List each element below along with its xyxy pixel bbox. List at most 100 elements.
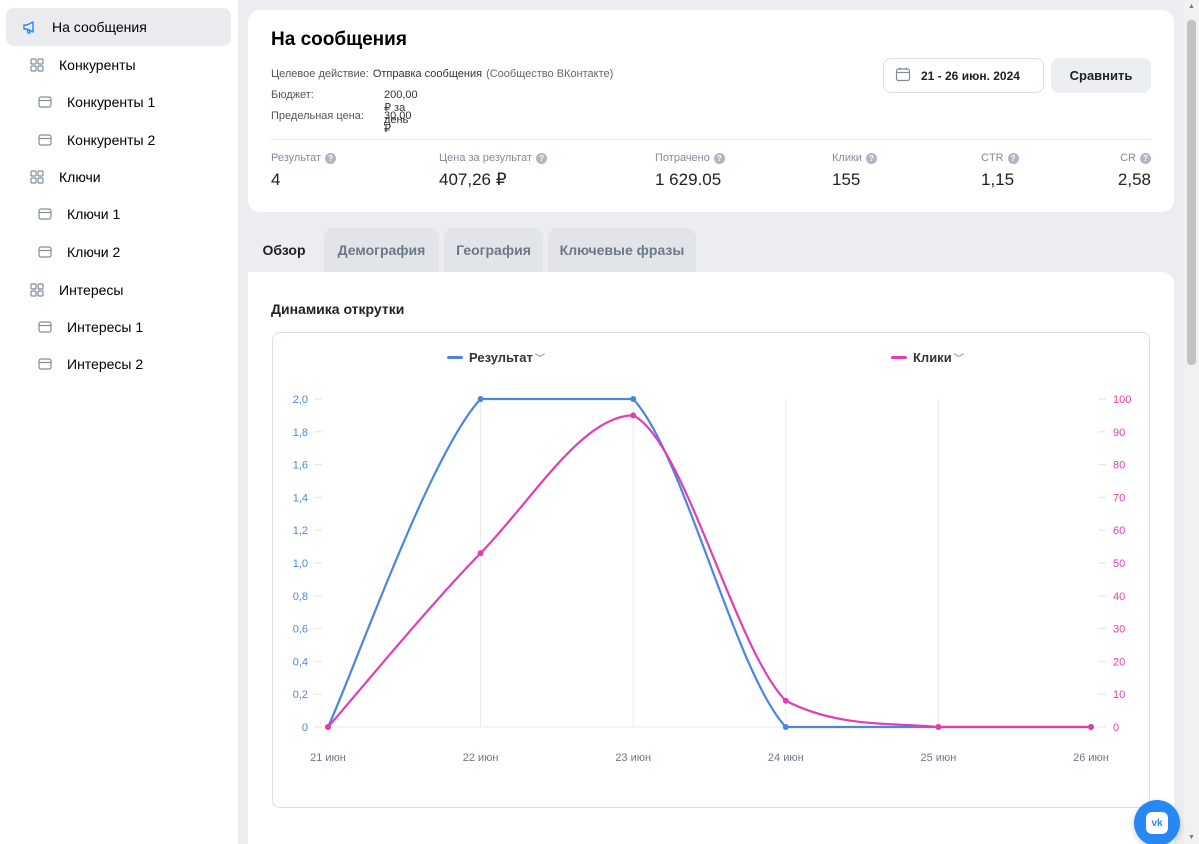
- date-range-picker[interactable]: 21 - 26 июн. 2024: [883, 58, 1044, 93]
- sidebar-item-label: Конкуренты 1: [67, 94, 156, 110]
- sidebar-item-na-soobshcheniya[interactable]: На сообщения: [6, 8, 231, 46]
- vk-support-button[interactable]: vk: [1134, 800, 1180, 844]
- stat-label: Результат: [271, 152, 322, 164]
- page-title: На сообщения: [271, 29, 407, 50]
- ad-card-icon: [37, 356, 53, 372]
- stat-value: 155: [832, 170, 861, 189]
- section-title: Динамика открутки: [271, 301, 405, 317]
- chevron-down-icon: ﹀: [534, 354, 545, 365]
- target-action-value: Отправка сообщения: [372, 68, 483, 80]
- stat-label: Клики: [832, 152, 862, 164]
- sidebar-item-interesy[interactable]: Интересы: [6, 271, 231, 309]
- max-price-row: Предельная цена: 30,00 ₽: [271, 110, 412, 135]
- scroll-thumb[interactable]: [1187, 20, 1196, 365]
- stat-label: CR: [1120, 152, 1136, 164]
- ad-card-icon: [37, 244, 53, 260]
- sidebar-item-konkurenty[interactable]: Конкуренты: [6, 46, 231, 84]
- sidebar-item-konkurenty-1[interactable]: Конкуренты 1: [6, 83, 231, 121]
- sidebar-item-label: На сообщения: [52, 19, 147, 35]
- y-left-tick-label: 1,8: [293, 427, 308, 439]
- tab-keywords[interactable]: Ключевые фразы: [548, 228, 696, 272]
- tab-demography[interactable]: Демография: [324, 228, 439, 272]
- y-left-tick-label: 1,0: [293, 558, 308, 570]
- y-right-tick-label: 70: [1113, 492, 1125, 504]
- budget-row: Бюджет: 200,00 ₽ за день: [271, 89, 418, 126]
- vk-logo-icon: vk: [1146, 812, 1168, 834]
- legend-result-label: Результат: [469, 350, 533, 365]
- sidebar-item-label: Конкуренты: [59, 57, 136, 73]
- y-right-tick-label: 0: [1113, 722, 1119, 734]
- tab-overview[interactable]: Обзор: [262, 242, 306, 258]
- page-scrollbar[interactable]: ▲ ▼: [1184, 0, 1199, 844]
- sidebar-item-label: Интересы 2: [67, 356, 144, 372]
- legend-clicks[interactable]: Клики ﹀: [891, 350, 964, 365]
- y-left-tick-label: 0,2: [293, 689, 308, 701]
- y-right-tick-label: 80: [1113, 460, 1125, 472]
- sidebar-item-label: Ключи 1: [67, 206, 121, 222]
- sidebar-item-interesy-2[interactable]: Интересы 2: [6, 345, 231, 383]
- help-icon[interactable]: ?: [325, 152, 337, 164]
- x-tick-label: 26 июн: [1073, 752, 1109, 764]
- ad-card-icon: [37, 206, 53, 222]
- data-point-clicks: [630, 412, 637, 419]
- compare-button[interactable]: Сравнить: [1051, 58, 1151, 93]
- x-tick-label: 21 июн: [310, 752, 346, 764]
- stat-ctr: CTR? 1,15: [981, 152, 1019, 190]
- x-tick-label: 23 июн: [615, 752, 651, 764]
- sidebar-item-label: Конкуренты 2: [67, 132, 156, 148]
- y-left-tick-label: 0: [302, 722, 308, 734]
- sidebar-item-klyuchi[interactable]: Ключи: [6, 158, 231, 196]
- sidebar-item-klyuchi-1[interactable]: Ключи 1: [6, 195, 231, 233]
- y-left-tick-label: 0,6: [293, 624, 308, 636]
- stat-value: 1 629.05: [655, 170, 722, 189]
- y-right-tick-label: 30: [1113, 624, 1125, 636]
- sidebar: На сообщения Конкуренты Конкуренты 1 Кон…: [0, 0, 238, 844]
- y-left-tick-label: 2,0: [293, 394, 308, 406]
- y-right-tick-label: 40: [1113, 591, 1125, 603]
- stat-label: CTR: [981, 152, 1004, 164]
- stat-label: Потрачено: [655, 152, 710, 164]
- sidebar-item-konkurenty-2[interactable]: Конкуренты 2: [6, 121, 231, 159]
- sidebar-item-label: Ключи: [59, 169, 101, 185]
- y-left-tick-label: 1,6: [293, 460, 308, 472]
- divider: [271, 139, 1151, 140]
- grid-icon: [29, 57, 45, 73]
- y-right-tick-label: 50: [1113, 558, 1125, 570]
- help-icon[interactable]: ?: [865, 152, 877, 164]
- campaign-summary-card: На сообщения Целевое действие: Отправка …: [248, 10, 1174, 212]
- data-point-result: [477, 396, 484, 402]
- x-tick-label: 25 июн: [921, 752, 957, 764]
- line-chart: 0 0,2 0,4 0,6 0,8 1,0 1,2 1,4 1,6 1,8 2,0 0 10 20 30 40…: [293, 394, 1132, 764]
- help-icon[interactable]: ?: [1140, 152, 1151, 164]
- stat-label: Цена за результат: [439, 152, 533, 164]
- max-price-label: Предельная цена:: [271, 110, 364, 122]
- sidebar-item-interesy-1[interactable]: Интересы 1: [6, 308, 231, 346]
- y-right-tick-label: 90: [1113, 427, 1125, 439]
- data-point-clicks: [477, 550, 484, 557]
- ad-card-icon: [37, 319, 53, 335]
- help-icon[interactable]: ?: [1007, 152, 1019, 164]
- stat-result: Результат? 4: [271, 152, 337, 190]
- chart-container: Результат ﹀ Клики ﹀ 0 0,2 0,4 0,6 0,8 1,0 1,2 1…: [272, 332, 1150, 808]
- sidebar-item-label: Интересы: [59, 282, 124, 298]
- legend-result[interactable]: Результат ﹀: [447, 350, 545, 365]
- help-icon[interactable]: ?: [713, 152, 725, 164]
- megaphone-icon: [22, 19, 38, 35]
- ad-card-icon: [37, 94, 53, 110]
- target-action-row: Целевое действие: Отправка сообщения (Со…: [271, 68, 613, 80]
- series-line-result: [327, 397, 1091, 729]
- sidebar-item-klyuchi-2[interactable]: Ключи 2: [6, 233, 231, 271]
- data-point-clicks: [1088, 724, 1094, 730]
- y-left-tick-label: 1,2: [293, 525, 308, 537]
- help-icon[interactable]: ?: [536, 152, 548, 164]
- scroll-up-arrow-icon[interactable]: ▲: [1188, 3, 1195, 10]
- stat-cost-per-result: Цена за результат? 407,26 ₽: [439, 152, 548, 190]
- tab-geography[interactable]: География: [444, 228, 543, 272]
- data-point-clicks: [935, 724, 942, 730]
- stat-spent: Потрачено? 1 629.05: [655, 152, 725, 190]
- sidebar-item-label: Ключи 2: [67, 244, 121, 260]
- target-action-label: Целевое действие:: [271, 68, 369, 80]
- x-tick-label: 22 июн: [463, 752, 499, 764]
- scroll-down-arrow-icon[interactable]: ▼: [1188, 834, 1195, 841]
- stat-value: 4: [271, 170, 281, 189]
